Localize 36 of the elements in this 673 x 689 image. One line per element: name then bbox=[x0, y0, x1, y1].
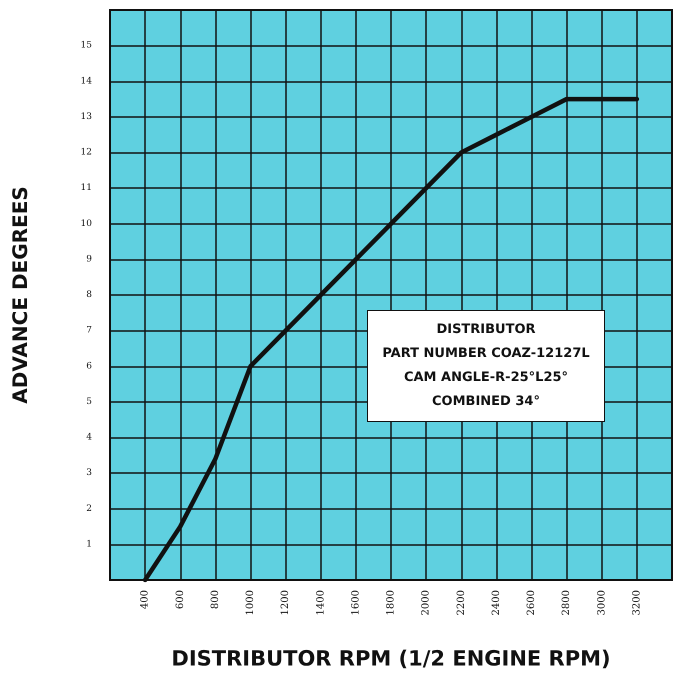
y-tick-label: 6 bbox=[86, 361, 92, 372]
y-axis-title: ADVANCE DEGREES bbox=[8, 186, 32, 404]
y-tick-label: 10 bbox=[80, 218, 92, 229]
annotation: CAM ANGLE-R-25°L25° bbox=[402, 369, 570, 387]
x-tick-label: 800 bbox=[210, 590, 221, 610]
annotation: PART NUMBER COAZ-12127L bbox=[381, 345, 591, 363]
x-tick-label: 2800 bbox=[561, 590, 572, 616]
x-tick-label: 3000 bbox=[596, 590, 608, 616]
y-tick-label: 3 bbox=[86, 468, 92, 478]
x-tick-label: 1000 bbox=[245, 590, 256, 616]
y-tick-label: 9 bbox=[86, 254, 92, 264]
x-axis-title: DISTRIBUTOR RPM (1/2 ENGINE RPM) bbox=[171, 646, 611, 670]
x-tick-label: 400 bbox=[140, 590, 151, 610]
y-tick-label: 15 bbox=[80, 40, 92, 51]
y-tick-label: 5 bbox=[86, 396, 92, 407]
y-tick-label: 13 bbox=[80, 112, 92, 122]
y-tick-label: 14 bbox=[80, 76, 92, 86]
y-tick-label: 11 bbox=[80, 183, 92, 194]
x-tick-label: 3200 bbox=[631, 590, 642, 616]
y-tick-label: 2 bbox=[86, 504, 92, 514]
x-tick-label: 600 bbox=[174, 590, 186, 610]
x-tick-label: 2200 bbox=[456, 590, 467, 616]
x-tick-label: 1200 bbox=[280, 590, 292, 616]
x-tick-label: 1600 bbox=[350, 590, 362, 616]
y-tick-label: 8 bbox=[86, 290, 92, 300]
x-tick-label: 1800 bbox=[386, 590, 396, 616]
y-tick-label: 1 bbox=[86, 539, 92, 550]
x-tick-label: 2400 bbox=[490, 590, 502, 616]
x-tick-label: 1400 bbox=[315, 590, 326, 616]
y-tick-label: 12 bbox=[80, 148, 92, 158]
x-tick-label: 2600 bbox=[526, 590, 537, 616]
annotation: COMBINED 34° bbox=[431, 393, 541, 411]
x-tick-label: 2000 bbox=[420, 590, 432, 616]
annotation: DISTRIBUTOR bbox=[435, 321, 537, 339]
y-tick-label: 4 bbox=[86, 432, 92, 442]
y-tick-label: 7 bbox=[86, 326, 92, 336]
